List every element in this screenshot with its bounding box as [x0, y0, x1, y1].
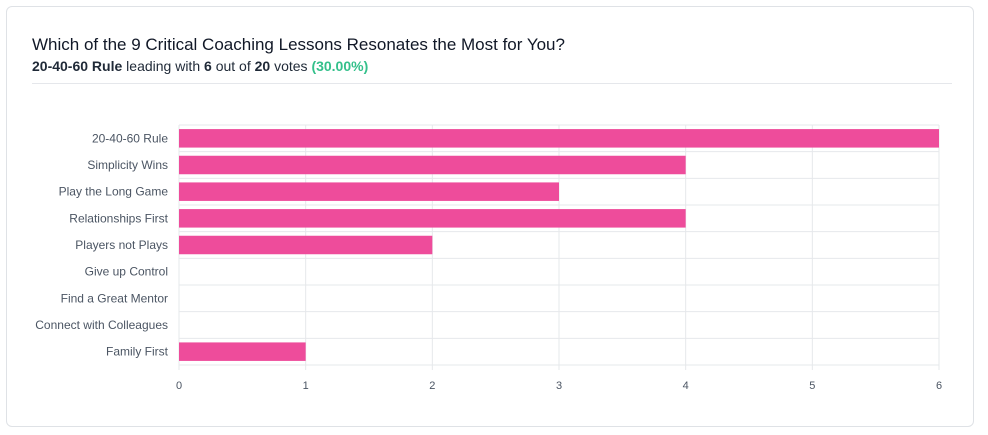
leading-with-text: leading with	[126, 58, 201, 74]
category-labels: 20-40-60 Rule Simplicity Wins Play the Lon…	[35, 131, 168, 358]
x-tick-label: 0	[176, 380, 182, 392]
category-label: Relationships First	[69, 211, 168, 225]
total-vote-count: 20	[254, 58, 271, 74]
out-of-text: out of	[215, 58, 251, 74]
x-tick-label: 2	[429, 380, 435, 392]
x-tick-label: 3	[556, 380, 562, 392]
category-label: Play the Long Game	[59, 185, 169, 199]
category-label: 20-40-60 Rule	[92, 131, 168, 145]
poll-summary: 20-40-60 Rule leading with 6 out of 20 v…	[32, 58, 368, 74]
category-label: Players not Plays	[75, 238, 168, 252]
header-divider	[32, 83, 952, 84]
category-label: Family First	[106, 345, 169, 359]
x-tick-label: 5	[809, 380, 815, 392]
votes-text: votes	[274, 58, 308, 74]
bar	[179, 129, 939, 148]
x-axis-ticks: 0 1 2 3 4 5 6	[176, 380, 942, 392]
x-tick-label: 4	[683, 380, 689, 392]
top-vote-count: 6	[204, 58, 212, 74]
poll-title: Which of the 9 Critical Coaching Lessons…	[32, 35, 565, 54]
leading-option: 20-40-60 Rule	[32, 58, 123, 74]
bar	[179, 235, 433, 255]
bar	[179, 209, 686, 228]
x-tick-label: 1	[303, 380, 309, 392]
x-tick-label: 6	[936, 380, 942, 392]
leading-percent: (30.00%)	[311, 58, 369, 74]
bar	[179, 155, 686, 175]
bar	[179, 342, 306, 361]
bar	[179, 182, 559, 201]
category-label: Find a Great Mentor	[61, 291, 168, 305]
category-label: Simplicity Wins	[87, 158, 168, 172]
chart-bars	[179, 129, 939, 361]
category-label: Connect with Colleagues	[35, 318, 168, 332]
category-label: Give up Control	[85, 265, 168, 279]
